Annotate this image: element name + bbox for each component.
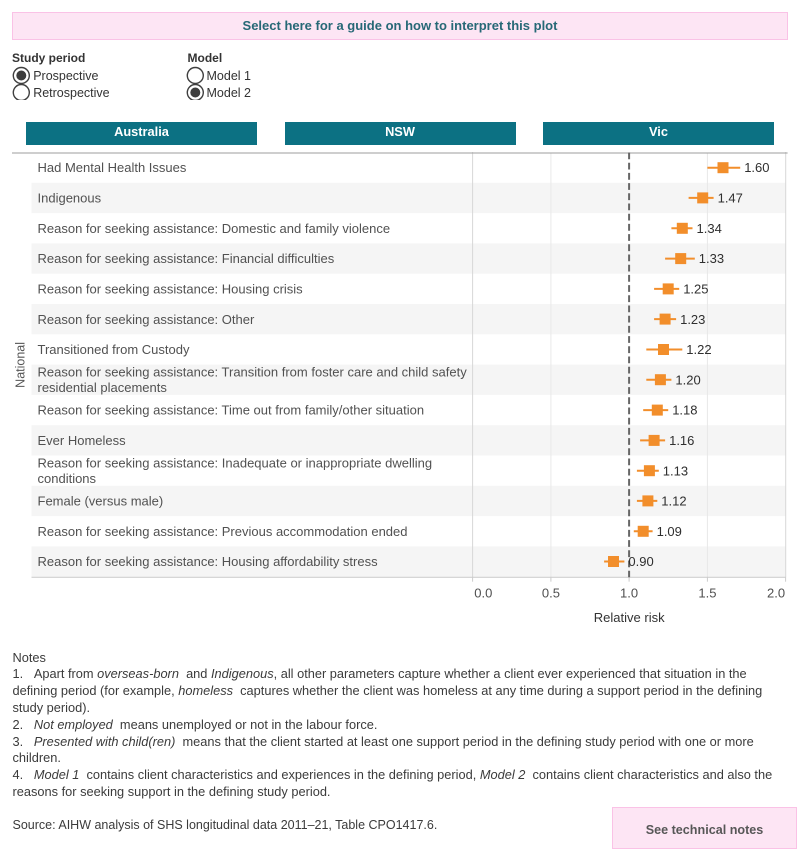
svg-text:residential placements: residential placements [38, 380, 168, 395]
svg-text:1.13: 1.13 [663, 463, 688, 478]
svg-text:Reason for seeking assistance:: Reason for seeking assistance: Time out … [38, 403, 425, 418]
svg-text:Reason for seeking assistance:: Reason for seeking assistance: Other [38, 312, 255, 327]
svg-text:Reason for seeking assistance:: Reason for seeking assistance: Inadequat… [38, 456, 433, 471]
svg-text:Reason for seeking assistance:: Reason for seeking assistance: Previous … [38, 524, 408, 539]
svg-text:1.18: 1.18 [672, 403, 697, 418]
svg-text:Ever Homeless: Ever Homeless [38, 433, 127, 448]
svg-text:1.47: 1.47 [718, 191, 743, 206]
svg-text:Relative risk: Relative risk [594, 610, 665, 625]
svg-text:1.33: 1.33 [699, 251, 724, 266]
svg-text:1.09: 1.09 [657, 524, 682, 539]
svg-text:Had Mental Health Issues: Had Mental Health Issues [38, 160, 187, 175]
svg-text:1.12: 1.12 [661, 494, 686, 509]
svg-text:Reason for seeking assistance:: Reason for seeking assistance: Financial… [38, 251, 335, 266]
svg-text:Transitioned from Custody: Transitioned from Custody [38, 342, 190, 357]
svg-text:0.5: 0.5 [542, 585, 560, 600]
svg-text:conditions: conditions [38, 471, 97, 486]
svg-text:Reason for seeking assistance:: Reason for seeking assistance: Domestic … [38, 221, 391, 236]
svg-text:0.0: 0.0 [474, 585, 492, 600]
svg-text:1.5: 1.5 [698, 585, 716, 600]
svg-text:National: National [14, 342, 28, 388]
svg-text:0.90: 0.90 [628, 554, 653, 569]
svg-text:Reason for seeking assistance:: Reason for seeking assistance: Housing a… [38, 554, 379, 569]
svg-text:Reason for seeking assistance:: Reason for seeking assistance: Transitio… [38, 365, 468, 380]
svg-text:Indigenous: Indigenous [38, 191, 102, 206]
svg-text:1.34: 1.34 [697, 221, 722, 236]
svg-text:1.0: 1.0 [620, 585, 638, 600]
svg-text:1.23: 1.23 [680, 312, 705, 327]
svg-text:1.25: 1.25 [683, 282, 708, 297]
svg-text:1.60: 1.60 [744, 160, 769, 175]
svg-text:1.22: 1.22 [686, 342, 711, 357]
svg-text:Female (versus male): Female (versus male) [38, 494, 164, 509]
svg-text:Reason for seeking assistance:: Reason for seeking assistance: Housing c… [38, 282, 304, 297]
svg-text:1.20: 1.20 [675, 372, 700, 387]
svg-text:1.16: 1.16 [669, 433, 694, 448]
svg-text:2.0: 2.0 [767, 585, 785, 600]
